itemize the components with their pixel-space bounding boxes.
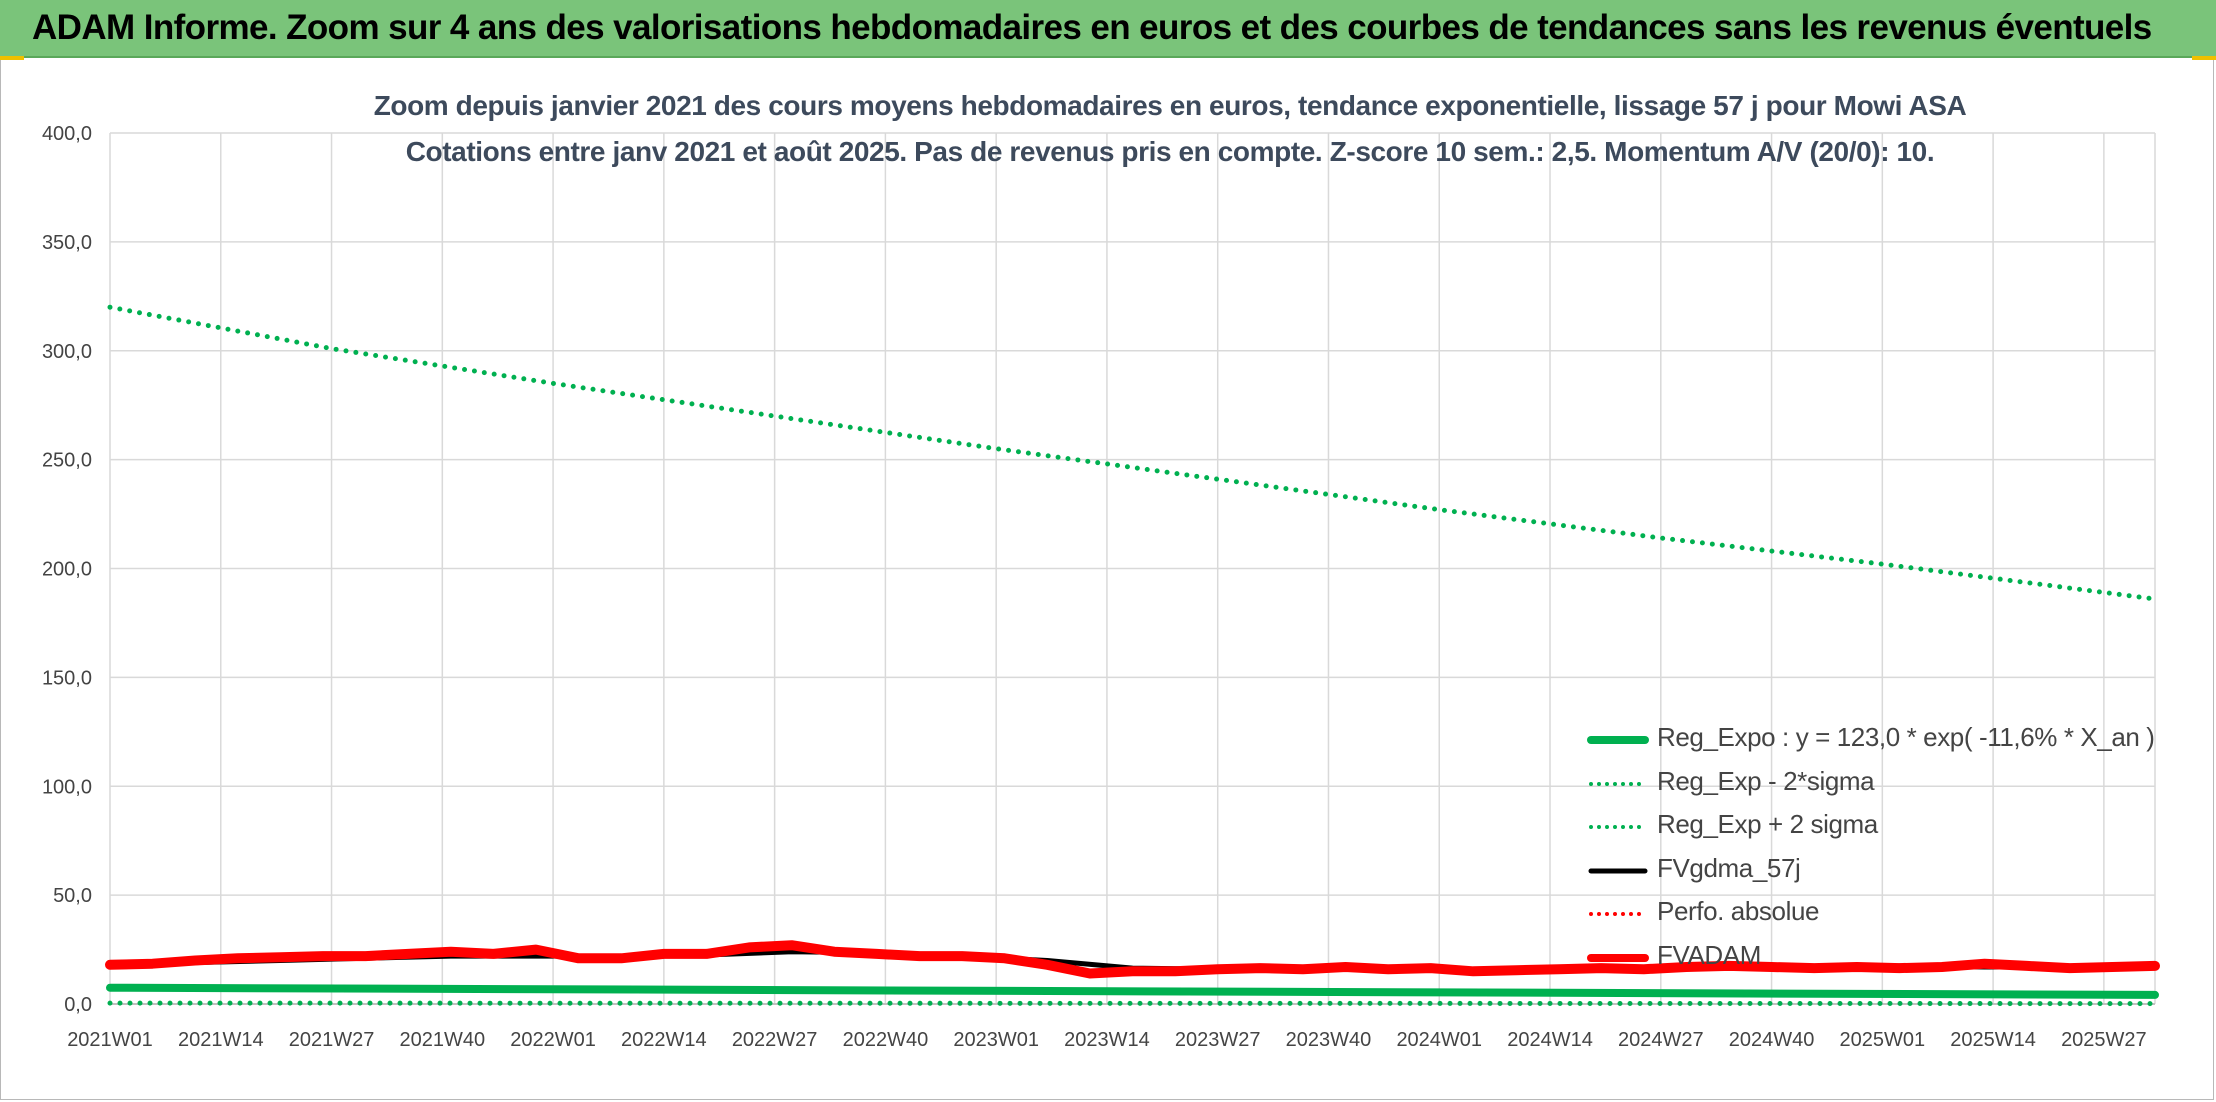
report-banner: ADAM Informe. Zoom sur 4 ans des valoris…: [0, 0, 2216, 58]
x-tick-label: 2021W14: [178, 1029, 264, 1051]
series-line-5: [105, 940, 2160, 979]
y-tick-label: 200,0: [42, 559, 92, 581]
y-tick-label: 150,0: [42, 667, 92, 689]
series-line-1: [107, 1000, 2158, 1007]
y-tick-label: 350,0: [42, 232, 92, 254]
legend-swatch: [1587, 736, 1649, 744]
banner-title: ADAM Informe. Zoom sur 4 ans des valoris…: [32, 8, 2152, 47]
legend-label: Reg_Expo : y = 123,0 * exp( -11,6% * X_a…: [1657, 722, 2155, 752]
series-line-0: [106, 983, 2159, 999]
x-tick-label: 2025W14: [1950, 1029, 2036, 1051]
x-tick-label: 2021W01: [67, 1029, 153, 1051]
series-line-2: [107, 304, 2158, 602]
legend-label: FVADAM: [1657, 939, 1762, 970]
legend-item: FVADAM: [1585, 938, 2145, 982]
x-tick-label: 2024W27: [1618, 1029, 1704, 1051]
x-tick-label: 2023W01: [953, 1029, 1039, 1051]
legend-swatch: [1589, 825, 1647, 829]
legend-swatch: [1587, 953, 1649, 962]
legend-swatch: [1589, 781, 1647, 786]
x-tick-label: 2022W27: [732, 1029, 818, 1051]
legend-label: Reg_Exp + 2 sigma: [1657, 809, 1878, 839]
y-tick-label: 100,0: [42, 776, 92, 798]
legend-label: Perfo. absolue: [1657, 896, 1820, 926]
banner-accent-left: [0, 56, 24, 60]
chart-title: Zoom depuis janvier 2021 des cours moyen…: [373, 90, 1967, 121]
legend-item: Reg_Expo : y = 123,0 * exp( -11,6% * X_a…: [1585, 720, 2155, 764]
x-tick-label: 2023W27: [1175, 1029, 1261, 1051]
x-tick-label: 2022W40: [843, 1029, 929, 1051]
x-tick-label: 2024W14: [1507, 1029, 1593, 1051]
x-tick-label: 2022W01: [510, 1029, 596, 1051]
x-tick-label: 2024W01: [1396, 1029, 1482, 1051]
x-tick-label: 2022W14: [621, 1029, 707, 1051]
legend-item: Reg_Exp + 2 sigma: [1585, 807, 2145, 851]
x-tick-label: 2023W40: [1286, 1029, 1372, 1051]
x-tick-label: 2025W27: [2061, 1029, 2147, 1051]
legend-item: FVgdma_57j: [1585, 851, 2145, 895]
legend-label: Reg_Exp - 2*sigma: [1657, 765, 1875, 796]
banner-accent-right: [2192, 56, 2216, 60]
x-tick-label: 2024W40: [1729, 1029, 1815, 1051]
x-tick-label: 2021W27: [289, 1029, 375, 1051]
legend-item: Reg_Exp - 2*sigma: [1585, 764, 2145, 808]
legend-label: FVgdma_57j: [1657, 852, 1801, 883]
chart-series: [105, 304, 2160, 1007]
y-tick-label: 0,0: [64, 994, 92, 1016]
chart-subtitle: Cotations entre janv 2021 et août 2025. …: [405, 136, 1935, 167]
x-tick-label: 2023W14: [1064, 1029, 1150, 1051]
x-tick-label: 2021W40: [400, 1029, 486, 1051]
x-tick-label: 2025W01: [1840, 1029, 1926, 1051]
y-tick-label: 50,0: [53, 885, 92, 907]
y-tick-label: 300,0: [42, 341, 92, 363]
y-axis-ticks: 0,0 50,0 100,0 150,0 200,0 250,0 300,0 350,0 400…: [42, 123, 92, 1016]
legend-swatch: [1588, 868, 1648, 873]
chart-legend: Reg_Expo : y = 123,0 * exp( -11,6% * X_a…: [1585, 720, 2155, 982]
legend-swatch: [1589, 912, 1647, 916]
legend-item: Perfo. absolue: [1585, 894, 2145, 938]
x-axis-ticks: 2021W01 2021W14 2021W27 2021W40 2022W01 2022W…: [67, 1029, 2147, 1051]
chart-gridlines: [109, 132, 2156, 1005]
y-tick-label: 400,0: [42, 123, 92, 145]
y-tick-label: 250,0: [42, 450, 92, 472]
